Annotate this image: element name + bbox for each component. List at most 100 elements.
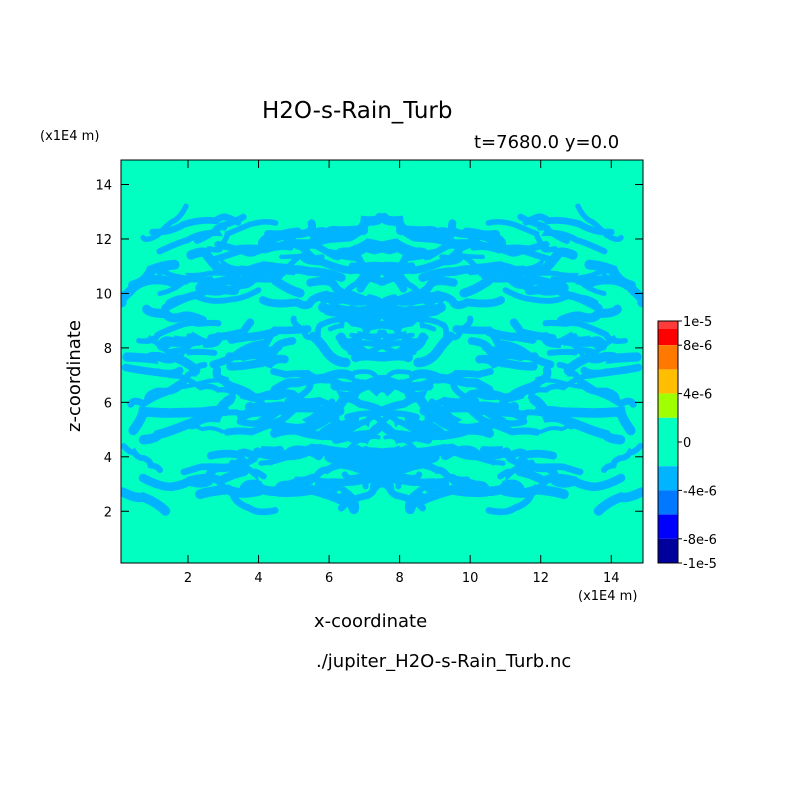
colorbar-tick-label: 1e-5 <box>683 315 712 330</box>
filament <box>149 213 242 236</box>
filament <box>121 443 163 473</box>
filament <box>212 408 285 418</box>
filament-mirror <box>522 213 615 236</box>
filament-mirror <box>541 331 608 351</box>
filament <box>232 389 288 401</box>
y-tick-label: 8 <box>104 342 112 357</box>
filament <box>196 272 283 296</box>
filament-mirror <box>479 408 552 418</box>
y-axis-unit: (x1E4 m) <box>40 129 100 144</box>
filament <box>206 219 279 253</box>
filament-mirror <box>539 247 578 276</box>
chart-title: H2O-s-Rain_Turb <box>262 98 453 124</box>
filament-mirror <box>417 484 491 505</box>
colorbar-tick-label: -1e-5 <box>683 557 717 572</box>
filament-mirror <box>396 379 445 418</box>
colorbar-segment <box>658 345 678 370</box>
filament-mirror <box>476 389 532 401</box>
x-tick: 10 <box>462 160 479 586</box>
filament-mirror <box>373 373 423 397</box>
filament <box>121 363 184 378</box>
filament <box>121 487 171 516</box>
y-tick-label: 2 <box>104 505 112 520</box>
filament <box>376 276 458 318</box>
filament-mirror <box>475 354 538 371</box>
filament-mirror <box>461 227 507 248</box>
filament <box>226 354 289 371</box>
filament <box>257 227 303 248</box>
plot-area <box>121 160 643 563</box>
colorbar-tick-label: 8e-6 <box>683 339 712 354</box>
x-tick-label: 8 <box>395 571 403 586</box>
filament <box>165 287 262 306</box>
filament <box>142 304 208 325</box>
colorbar-tick-label: 4e-6 <box>683 388 712 403</box>
filament-mirror <box>517 213 571 245</box>
filament-mirror <box>447 401 519 414</box>
x-axis-label: x-coordinate <box>314 611 428 632</box>
filament-mirror <box>452 325 555 369</box>
filament <box>239 337 297 366</box>
filament-mirror <box>306 276 388 318</box>
colorbar-tick: -1e-5 <box>678 557 717 572</box>
filament <box>214 476 279 516</box>
filament-mirror <box>377 329 416 345</box>
filament <box>245 401 317 414</box>
colorbar-segment <box>658 369 678 394</box>
colorbar-tick: -8e-6 <box>678 533 717 548</box>
filament <box>156 331 223 351</box>
filament-mirror <box>556 304 622 325</box>
colorbar-segment <box>658 329 678 346</box>
filament <box>127 377 188 408</box>
filament-mirror <box>413 331 456 368</box>
filament-mirror <box>539 422 572 434</box>
y-tick: 8 <box>104 342 643 357</box>
filament-mirror <box>601 443 643 473</box>
axes: 2 4 6 8 10 12 14 2 4 6 8 10 12 14 <box>95 159 644 586</box>
y-tick: 4 <box>104 451 643 466</box>
filament-mirror <box>573 274 643 308</box>
filament <box>138 407 220 445</box>
filament-mirror <box>461 253 527 278</box>
filament-mirror <box>450 315 474 341</box>
filament-mirror <box>575 203 624 243</box>
filament <box>300 212 385 252</box>
filament <box>302 396 336 408</box>
filament-mirror <box>576 377 637 408</box>
y-tick: 6 <box>104 396 643 411</box>
x-tick: 14 <box>603 160 620 586</box>
colorbar-segment <box>658 466 678 491</box>
filament <box>318 413 360 441</box>
filament <box>305 424 378 453</box>
y-tick-label: 12 <box>95 233 112 248</box>
colorbar-tick-label: -4e-6 <box>683 484 717 499</box>
y-tick-label: 6 <box>104 396 112 411</box>
filament-mirror <box>428 396 462 408</box>
x-axis-unit: (x1E4 m) <box>578 589 638 604</box>
x-tick-label: 6 <box>325 571 333 586</box>
x-tick-label: 10 <box>462 571 479 586</box>
filament-mirror <box>345 244 393 255</box>
filament <box>319 379 368 418</box>
filament-mirror <box>386 424 459 453</box>
colorbar-segment <box>658 490 678 515</box>
filament <box>214 241 294 254</box>
filament-mirror <box>515 467 626 492</box>
filament-mirror <box>485 476 550 516</box>
filament-mirror <box>340 261 403 301</box>
filament-mirror <box>502 287 599 306</box>
filament-mirror <box>485 219 558 253</box>
filament <box>167 347 218 356</box>
y-tick-label: 4 <box>104 451 112 466</box>
filament-mirror <box>593 487 643 516</box>
filament-mirror <box>347 302 446 324</box>
colorbar-segment <box>658 514 678 539</box>
filament <box>206 445 284 460</box>
filament-mirror <box>404 413 446 441</box>
filament-mirror <box>480 445 558 460</box>
colorbar-segment <box>658 538 678 563</box>
filament <box>138 467 249 492</box>
filament-mirror <box>470 241 550 254</box>
x-tick-label: 12 <box>532 571 549 586</box>
